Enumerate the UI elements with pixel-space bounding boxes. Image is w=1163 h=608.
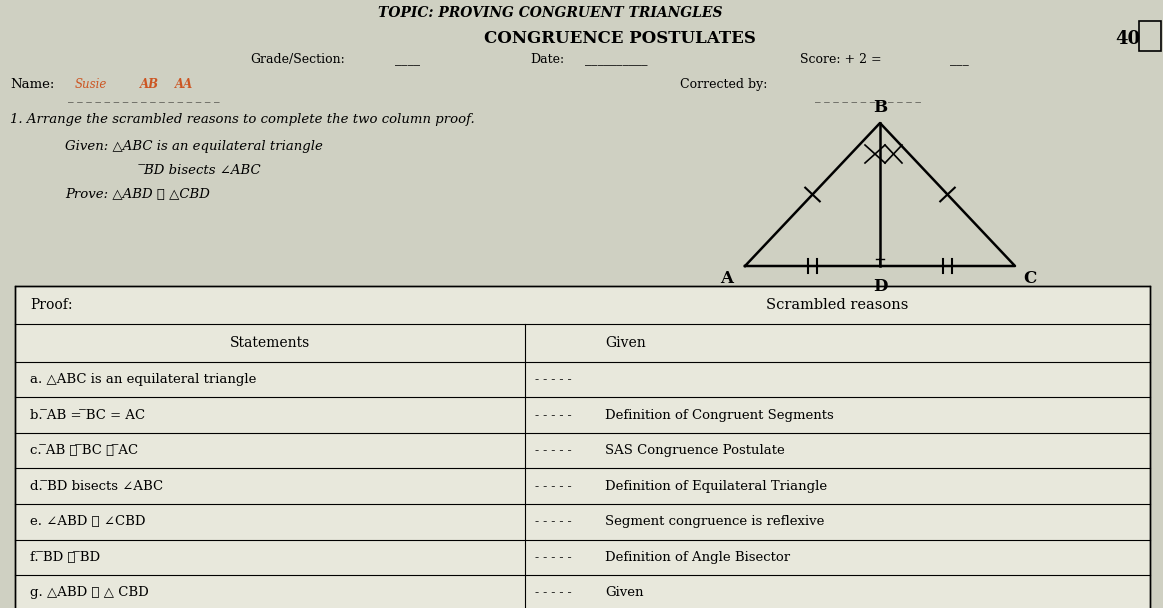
Text: D: D [872,278,887,295]
Text: SAS Congruence Postulate: SAS Congruence Postulate [605,444,785,457]
Text: g. △ABD ≅ △ CBD: g. △ABD ≅ △ CBD [30,586,149,599]
Text: _ _ _ _ _ _ _ _ _ _ _ _ _ _ _ _ _: _ _ _ _ _ _ _ _ _ _ _ _ _ _ _ _ _ [67,92,220,102]
Text: Name:: Name: [10,78,55,91]
Text: e. ∠ABD ≅ ∠CBD: e. ∠ABD ≅ ∠CBD [30,515,145,528]
Text: Date:: Date: [530,53,564,66]
Text: Definition of Congruent Segments: Definition of Congruent Segments [605,409,834,422]
Text: Proof:: Proof: [30,298,72,312]
Text: Score: + 2 =: Score: + 2 = [800,53,882,66]
Text: Definition of Angle Bisector: Definition of Angle Bisector [605,551,790,564]
Text: ̅B̅D bisects ∠ABC: ̅B̅D bisects ∠ABC [145,164,262,177]
Text: - - - - -: - - - - - [535,480,572,492]
Text: Corrected by:: Corrected by: [680,78,768,91]
Text: Prove: △ABD ≅ △CBD: Prove: △ABD ≅ △CBD [65,188,209,201]
Text: A: A [720,270,733,287]
Text: Definition of Equilateral Triangle: Definition of Equilateral Triangle [605,480,827,492]
FancyBboxPatch shape [15,286,1150,608]
Text: d. ̅BD bisects ∠ABC: d. ̅BD bisects ∠ABC [30,480,163,492]
Text: Scrambled reasons: Scrambled reasons [766,298,908,312]
Text: a. △ABC is an equilateral triangle: a. △ABC is an equilateral triangle [30,373,256,386]
Text: Given: Given [605,336,645,350]
Text: Given: Given [605,586,643,599]
Text: ____: ____ [395,53,420,66]
Text: Statements: Statements [230,336,311,350]
Text: __________: __________ [585,53,648,66]
Text: Segment congruence is reflexive: Segment congruence is reflexive [605,515,825,528]
Text: - - - - -: - - - - - [535,409,572,422]
Text: Given: △ABC is an equilateral triangle: Given: △ABC is an equilateral triangle [65,140,323,153]
Text: ___: ___ [950,53,969,66]
Text: C: C [1023,270,1036,287]
Text: B: B [873,99,887,116]
Text: AB: AB [140,78,159,91]
Text: - - - - -: - - - - - [535,551,572,564]
Text: - - - - -: - - - - - [535,515,572,528]
Text: Susie: Susie [74,78,107,91]
Text: - - - - -: - - - - - [535,586,572,599]
Text: c. ̅AB ≅ ̅BC ≅ ̅AC: c. ̅AB ≅ ̅BC ≅ ̅AC [30,444,138,457]
Text: CONGRUENCE POSTULATES: CONGRUENCE POSTULATES [484,30,756,47]
Text: b. ̅AB = ̅BC = AC: b. ̅AB = ̅BC = AC [30,409,145,422]
Text: _ _ _ _ _ _ _ _ _ _ _ _: _ _ _ _ _ _ _ _ _ _ _ _ [815,92,921,102]
Text: AA: AA [174,78,193,91]
Text: - - - - -: - - - - - [535,444,572,457]
Text: 1. Arrange the scrambled reasons to complete the two column proof.: 1. Arrange the scrambled reasons to comp… [10,113,475,126]
Text: - - - - -: - - - - - [535,373,572,386]
Text: 40: 40 [1115,30,1140,48]
Text: f. ̅BD ≅ ̅BD: f. ̅BD ≅ ̅BD [30,551,100,564]
Text: Grade/Section:: Grade/Section: [250,53,344,66]
Text: TOPIC: PROVING CONGRUENT TRIANGLES: TOPIC: PROVING CONGRUENT TRIANGLES [378,6,722,20]
